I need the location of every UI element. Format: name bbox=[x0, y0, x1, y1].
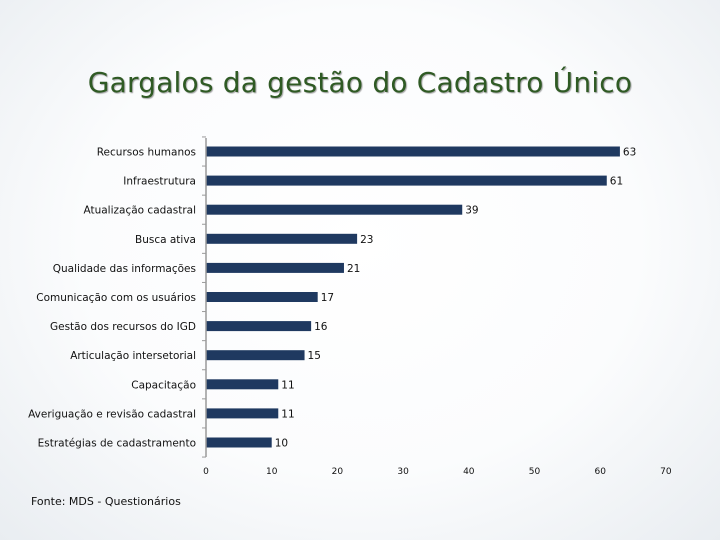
x-tick-label: 50 bbox=[529, 467, 541, 477]
x-tick-label: 60 bbox=[594, 467, 606, 477]
category-label: Estratégias de cadastramento bbox=[38, 438, 196, 450]
category-label: Recursos humanos bbox=[97, 147, 196, 159]
data-label: 17 bbox=[321, 292, 334, 304]
bar bbox=[206, 233, 358, 244]
x-tick-label: 10 bbox=[266, 467, 278, 477]
x-tick-label: 40 bbox=[463, 467, 475, 477]
data-label: 10 bbox=[275, 438, 288, 450]
data-label: 63 bbox=[623, 147, 636, 159]
data-label: 23 bbox=[360, 234, 373, 246]
bar bbox=[206, 146, 620, 157]
category-label: Gestão dos recursos do IGD bbox=[50, 321, 196, 333]
bar bbox=[206, 204, 463, 215]
bar bbox=[206, 379, 279, 390]
x-tick-label: 20 bbox=[332, 467, 344, 477]
data-label: 61 bbox=[610, 176, 623, 188]
category-label: Articulação intersetorial bbox=[70, 350, 196, 362]
data-label: 16 bbox=[314, 321, 328, 333]
data-label: 21 bbox=[347, 263, 360, 275]
category-label: Comunicação com os usuários bbox=[36, 292, 196, 304]
bar bbox=[206, 262, 344, 273]
x-tick-label: 0 bbox=[203, 467, 209, 477]
bar bbox=[206, 350, 305, 361]
bar bbox=[206, 321, 312, 332]
category-label: Atualização cadastral bbox=[83, 205, 196, 217]
x-tick-label: 70 bbox=[660, 467, 672, 477]
category-label: Infraestrutura bbox=[123, 176, 196, 188]
source-note: Fonte: MDS - Questionários bbox=[31, 495, 181, 508]
bar bbox=[206, 437, 272, 448]
data-label: 39 bbox=[465, 205, 478, 217]
x-tick-label: 30 bbox=[397, 467, 409, 477]
category-label: Averiguação e revisão cadastral bbox=[28, 408, 196, 420]
bar bbox=[206, 175, 607, 186]
chart-title: Gargalos da gestão do Cadastro Único bbox=[87, 66, 633, 99]
bar bbox=[206, 292, 318, 302]
data-label: 15 bbox=[308, 350, 321, 362]
category-label: Capacitação bbox=[131, 379, 196, 391]
data-label: 11 bbox=[281, 379, 294, 391]
data-label: 11 bbox=[281, 408, 294, 420]
category-label: Qualidade das informações bbox=[53, 263, 196, 275]
category-label: Busca ativa bbox=[135, 234, 196, 246]
bar bbox=[206, 408, 279, 419]
